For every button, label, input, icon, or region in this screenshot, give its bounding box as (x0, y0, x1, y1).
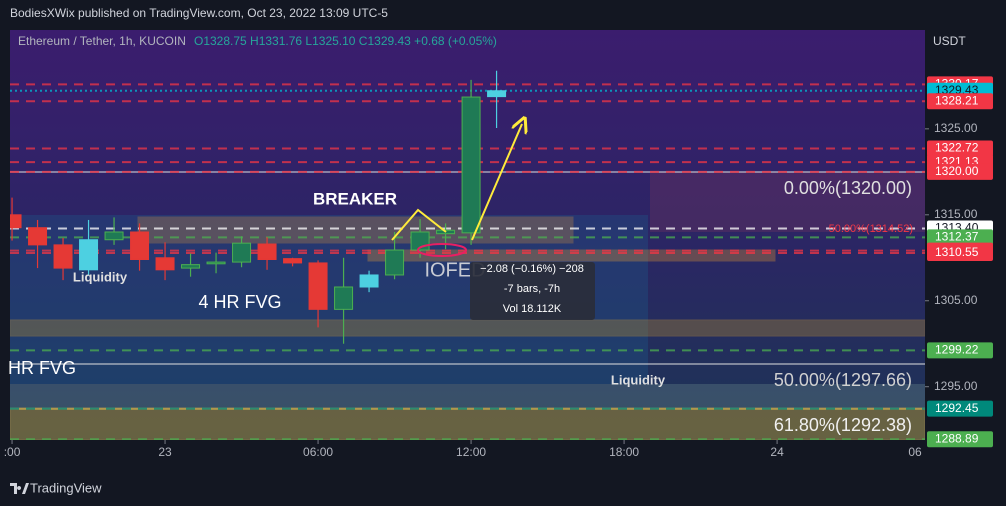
brand: TradingView (30, 480, 102, 495)
fvg-zone (10, 319, 925, 337)
tooltip-text: −2.08 (−0.16%) −208 (480, 263, 584, 275)
arrows (391, 124, 522, 257)
candle-body (53, 244, 73, 269)
zone (10, 384, 925, 408)
tooltip (470, 262, 595, 320)
price-label: 1312.37 (935, 230, 979, 244)
y-tick-label: 1325.00 (934, 121, 978, 135)
x-tick-label: 23 (158, 445, 172, 459)
candle-body (257, 243, 277, 260)
candle-body (10, 214, 22, 229)
price-badge (927, 93, 993, 110)
annotation: Liquidity (611, 372, 666, 387)
x-tick-label: 24 (770, 445, 784, 459)
price-label: 1288.89 (935, 431, 979, 445)
annotation: Liquidity (73, 269, 128, 284)
price-badge (927, 140, 993, 157)
price-label: 1299.22 (935, 343, 979, 357)
candle-body (79, 239, 99, 271)
price-label: 1322.72 (935, 141, 979, 155)
x-tick-label: 06:00 (303, 445, 333, 459)
candle-body (232, 242, 252, 263)
annotation: 4 HR FVG (198, 292, 281, 312)
price-badge (927, 245, 993, 262)
y-tick-label: 1295.00 (934, 379, 978, 393)
x-tick-label: 12:00 (456, 445, 486, 459)
price-badge (927, 400, 993, 417)
price-label: 1310.55 (935, 245, 979, 259)
zone (10, 407, 925, 440)
unit: USDT (933, 34, 966, 48)
arrow (471, 124, 522, 241)
y-tick-label: 1315.00 (934, 207, 978, 221)
price-label: 1292.45 (935, 401, 979, 415)
breaker-zone (137, 216, 574, 244)
candle-body (155, 257, 175, 271)
price-label: 1320.00 (935, 164, 979, 178)
price-badge (927, 342, 993, 359)
candle-body (385, 249, 405, 276)
candle-body (104, 231, 124, 241)
zone (650, 172, 925, 232)
logo (10, 483, 29, 494)
annotation: 50.00%(1297.66) (774, 370, 912, 390)
annotation: 61.80%(1292.38) (774, 415, 912, 435)
circle (417, 243, 467, 257)
candle-body (28, 227, 48, 246)
x-tick-label: 18:00 (609, 445, 639, 459)
tooltip-text: Vol 18.112K (503, 303, 562, 315)
symbol: Ethereum / Tether, 1h, KUCOIN (18, 34, 186, 48)
x-tick-label: :00 (4, 445, 21, 459)
price-badge (927, 431, 993, 448)
tooltip-text: -7 bars, -7h (504, 283, 560, 295)
candle-body (359, 274, 379, 288)
annotation: BREAKER (313, 189, 397, 208)
x-tick-label: 06 (908, 445, 922, 459)
annotation: 50.00%(1314.52) (829, 223, 913, 235)
arrow (391, 208, 447, 241)
y-tick-label: 1305.00 (934, 293, 978, 307)
candle-body (487, 90, 507, 98)
candle-body (130, 231, 150, 260)
price-badge (927, 163, 993, 180)
publish-info: BodiesXWix published on TradingView.com,… (10, 6, 388, 20)
candle-body (461, 96, 481, 234)
candle-body (283, 258, 303, 264)
candle-body (181, 264, 201, 269)
annotation: 0.00%(1320.00) (784, 178, 912, 198)
candle-body (206, 261, 226, 265)
series (10, 70, 925, 440)
price-badge (927, 229, 993, 246)
candle-body (308, 262, 328, 310)
annotation: HR FVG (8, 358, 76, 378)
price-label: 1328.21 (935, 93, 979, 107)
ohlc: O1328.75 H1331.76 L1325.10 C1329.43 +0.6… (194, 34, 497, 48)
candle-body (334, 286, 354, 310)
